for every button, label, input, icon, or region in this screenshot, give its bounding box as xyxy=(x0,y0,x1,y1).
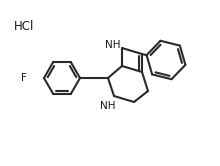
Text: F: F xyxy=(21,73,27,83)
Text: NH: NH xyxy=(104,40,120,50)
Text: HCl: HCl xyxy=(14,19,34,33)
Text: NH: NH xyxy=(100,101,116,111)
